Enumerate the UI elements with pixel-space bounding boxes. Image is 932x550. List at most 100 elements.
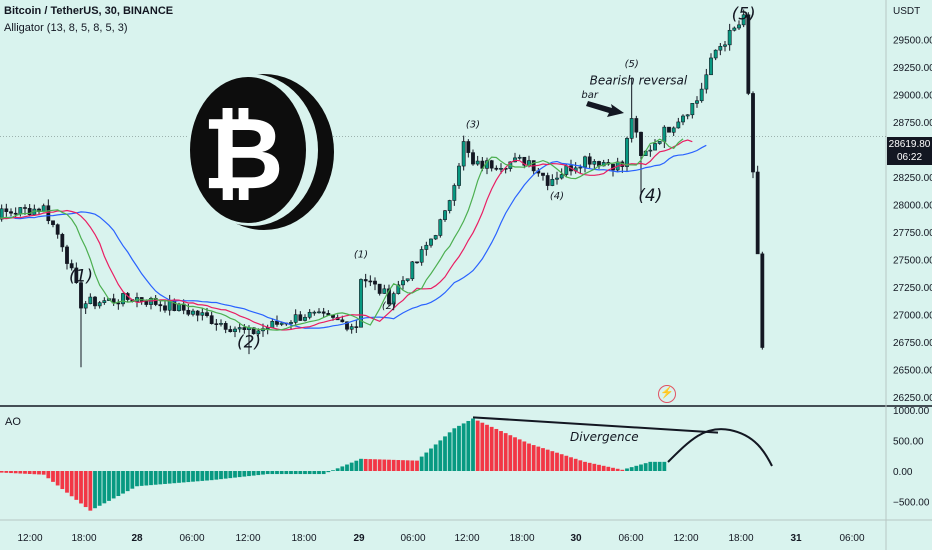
ao-bar: [284, 471, 289, 475]
candle-body: [256, 330, 261, 335]
ao-bar: [111, 471, 116, 499]
ao-bar: [163, 471, 167, 484]
candle-body: [382, 288, 387, 294]
wave-annotation: (2): [382, 301, 396, 312]
ao-bar: [289, 471, 293, 475]
ao-bar: [387, 459, 391, 471]
candle-body: [741, 14, 746, 26]
ao-bar: [578, 460, 583, 471]
candle-body: [709, 57, 713, 76]
bitcoin-logo-face: [190, 77, 306, 223]
ao-bar: [116, 471, 121, 497]
ao-bar: [83, 471, 88, 508]
candle-body: [424, 244, 429, 250]
ao-bar: [158, 471, 163, 485]
price-tick-label: 28750.00: [893, 118, 932, 129]
time-tick-label: 06:00: [618, 533, 643, 544]
wave-annotation: (1): [69, 267, 93, 287]
symbol-title[interactable]: Bitcoin / TetherUS, 30, BINANCE: [4, 5, 174, 17]
candle-body: [191, 310, 195, 315]
candle-body: [219, 323, 223, 325]
candle-body: [27, 208, 32, 216]
candle-body: [685, 114, 690, 117]
candle-body: [340, 319, 345, 323]
wave-annotation: bar: [581, 90, 598, 101]
candle-body: [559, 174, 564, 179]
price-tick-label: 26250.00: [893, 393, 932, 404]
ao-bar: [321, 471, 326, 475]
wave-annotation: (5): [625, 59, 639, 70]
ao-bar: [606, 466, 611, 471]
candle-body: [69, 263, 74, 269]
candle-body: [461, 141, 466, 167]
ao-bar: [597, 464, 601, 471]
ao-bar: [144, 471, 149, 486]
price-tick-label: 27500.00: [893, 256, 932, 267]
ao-bar: [419, 456, 424, 471]
candle-body: [37, 208, 41, 212]
time-tick-label: 18:00: [509, 533, 534, 544]
ao-bar: [340, 466, 345, 471]
candle-body: [13, 212, 18, 215]
candle-body: [401, 280, 405, 286]
candle-body: [564, 165, 569, 175]
ao-bar: [265, 471, 270, 475]
candle-body: [517, 156, 522, 159]
ao-bar: [279, 471, 284, 475]
flash-icon[interactable]: ⚡: [658, 385, 676, 403]
candle-body: [79, 282, 83, 309]
ao-bar: [382, 459, 387, 471]
candle-body: [205, 312, 209, 316]
candle-body: [433, 235, 438, 240]
ao-bar: [475, 420, 480, 471]
ao-bar: [275, 471, 279, 475]
oscillator-label[interactable]: AO: [5, 416, 21, 428]
ao-bar: [592, 463, 597, 471]
ao-bar: [433, 444, 438, 471]
time-tick-label: 06:00: [179, 533, 204, 544]
indicator-legend[interactable]: Alligator (13, 8, 5, 8, 5, 3): [4, 22, 128, 34]
candle-body: [578, 166, 583, 169]
candle-body: [345, 321, 349, 330]
ao-bar: [209, 471, 214, 481]
ao-bar: [503, 433, 508, 471]
ao-tick-label: 1000.00: [893, 406, 930, 417]
ao-bar: [102, 471, 107, 504]
ao-bar: [639, 464, 643, 471]
candle-body: [405, 278, 410, 281]
ao-bar: [485, 424, 489, 471]
price-tick-label: 29500.00: [893, 36, 932, 47]
candle-body: [718, 46, 723, 51]
wave-annotation: Bearish reversal: [590, 74, 688, 88]
candle-body: [223, 323, 228, 330]
candle-body: [186, 309, 191, 315]
wave-annotation: (4): [638, 186, 662, 206]
ao-bar: [191, 471, 195, 482]
ao-bar: [9, 471, 13, 474]
time-tick-label: 06:00: [400, 533, 425, 544]
ao-bar: [363, 458, 368, 471]
ao-bar: [429, 448, 433, 471]
candle-body: [317, 311, 321, 314]
candle-body: [737, 24, 741, 29]
ao-bar: [377, 459, 382, 471]
ao-bar: [195, 471, 200, 482]
candle-body: [713, 49, 718, 59]
ao-bar: [247, 471, 251, 477]
ao-bar: [41, 471, 46, 475]
candle-body: [657, 141, 662, 144]
candle-body: [396, 284, 401, 294]
ao-bar: [214, 471, 219, 480]
ao-bar: [135, 471, 139, 487]
ao-bar: [662, 461, 667, 471]
ao-bar: [298, 471, 303, 475]
ao-bar: [583, 461, 587, 471]
candle-body: [321, 311, 326, 314]
ao-bar: [391, 459, 396, 471]
candle-body: [447, 200, 452, 212]
candle-body: [298, 314, 303, 321]
candle-body: [494, 167, 499, 170]
candle-body: [653, 143, 657, 151]
price-tick-label: 26500.00: [893, 366, 932, 377]
